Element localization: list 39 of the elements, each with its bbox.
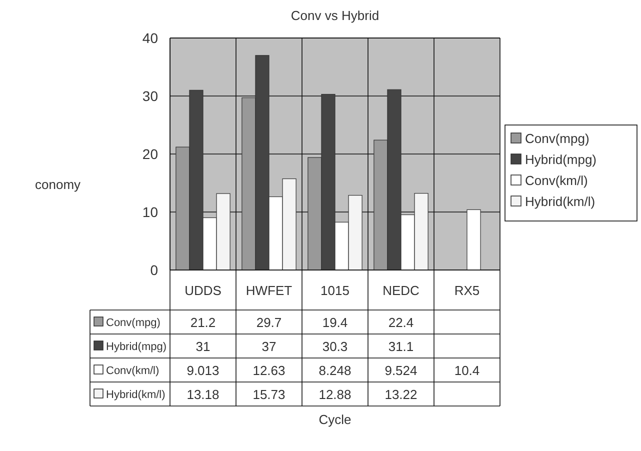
legend-label: Hybrid(mpg) xyxy=(106,341,167,353)
legend-label: Hybrid(km/l) xyxy=(525,194,596,209)
data-label: 8.248 xyxy=(318,363,352,378)
y-tick-label: 0 xyxy=(150,262,158,278)
y-tick-label: 20 xyxy=(142,146,158,162)
x-tick-label: 1015 xyxy=(320,283,350,298)
data-label: 12.63 xyxy=(252,363,286,378)
data-label: 29.7 xyxy=(256,315,282,330)
data-label: 15.73 xyxy=(252,387,286,402)
data-label: 19.4 xyxy=(322,315,348,330)
data-label: 9.524 xyxy=(384,363,418,378)
x-tick-label: HWFET xyxy=(246,283,292,298)
bar xyxy=(466,209,481,270)
legend-label: Conv(km/l) xyxy=(525,173,588,188)
y-tick-label: 10 xyxy=(142,204,158,220)
y-tick-label: 30 xyxy=(142,88,158,104)
data-label: 31.1 xyxy=(388,339,414,354)
data-label: 10.4 xyxy=(454,363,480,378)
text: Conv(km/l) xyxy=(106,365,160,377)
data-label: 30.3 xyxy=(322,339,348,354)
x-tick-label: RX5 xyxy=(454,283,480,298)
data-label: 37 xyxy=(262,339,276,354)
text: Hybrid(km/l) xyxy=(106,389,166,401)
x-tick-label: UDDS xyxy=(184,283,222,298)
y-tick-label: 40 xyxy=(142,30,158,46)
data-label: 9.013 xyxy=(186,363,220,378)
text: Hybrid(mpg) xyxy=(525,152,597,167)
data-label: 13.22 xyxy=(384,387,418,402)
data-label: 21.2 xyxy=(190,315,216,330)
x-tick-label: NEDC xyxy=(382,283,420,298)
data-label: 12.88 xyxy=(318,387,352,402)
legend-label: Conv(mpg) xyxy=(106,317,160,329)
text: Conv(mpg) xyxy=(525,131,590,146)
chart-title: Conv vs Hybrid xyxy=(290,8,380,23)
data-label: 31 xyxy=(196,339,210,354)
data-label: 13.18 xyxy=(186,387,220,402)
text: Cycle xyxy=(318,412,352,427)
data-label: 22.4 xyxy=(388,315,414,330)
y-axis-title: conomy xyxy=(35,177,82,192)
